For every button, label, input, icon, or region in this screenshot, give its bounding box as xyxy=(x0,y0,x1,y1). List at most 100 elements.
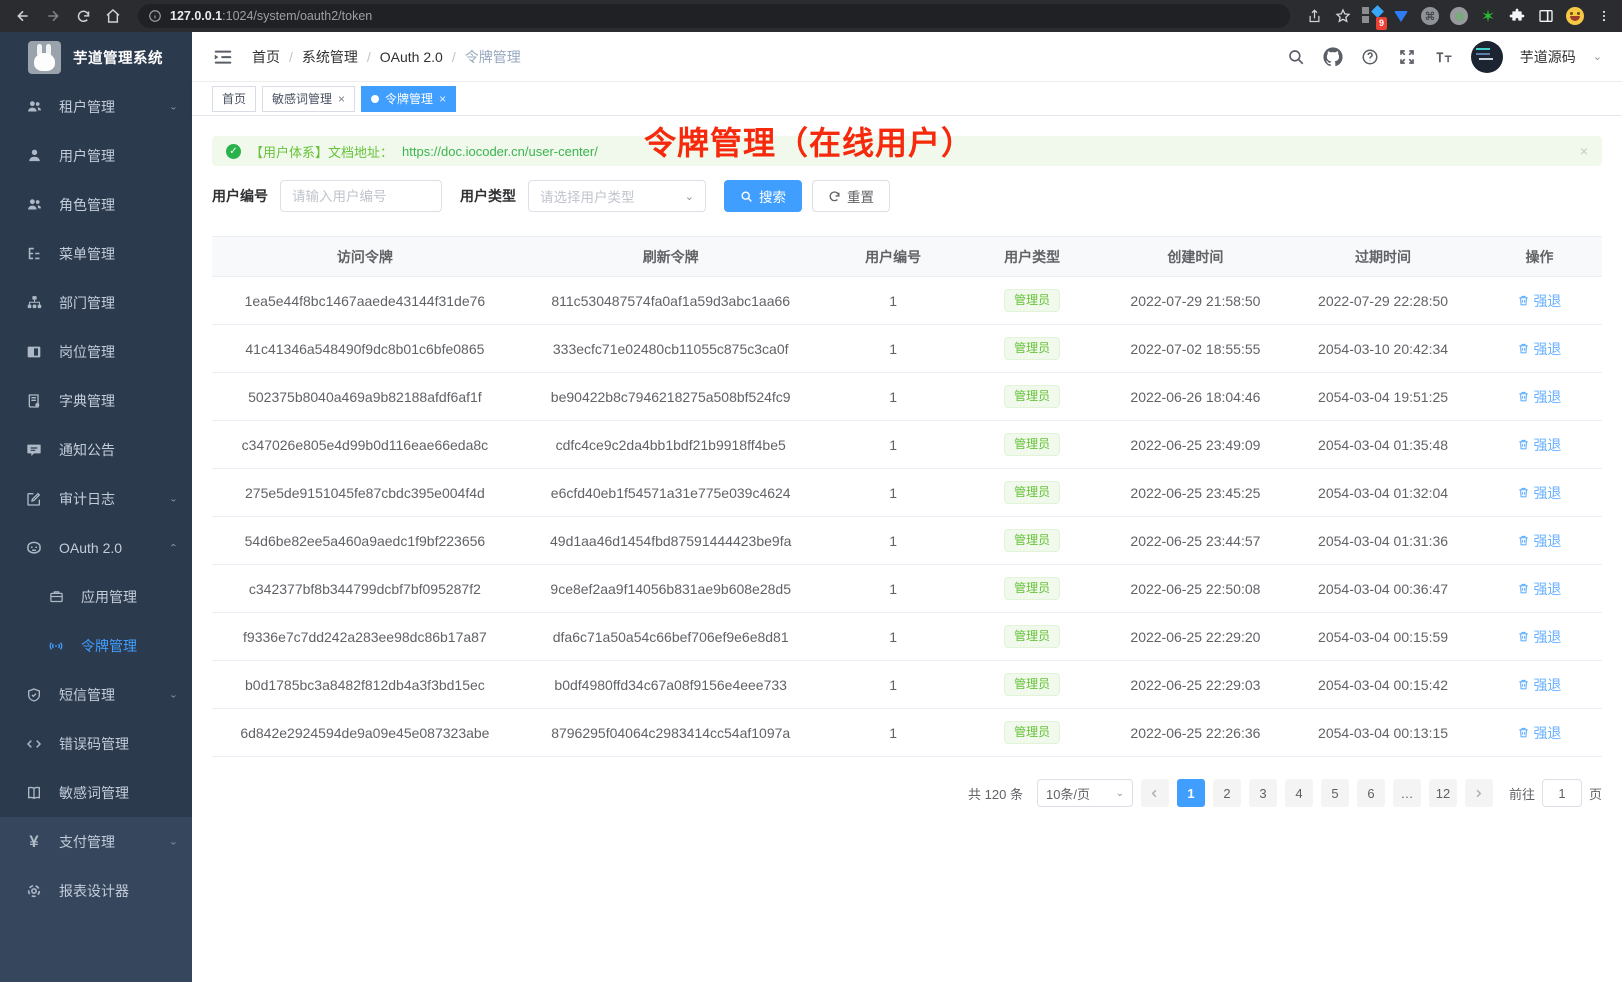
page-button-12[interactable]: 12 xyxy=(1428,779,1457,807)
browser-forward-icon[interactable] xyxy=(40,3,66,29)
fullscreen-icon[interactable] xyxy=(1397,47,1417,67)
page-button-5[interactable]: 5 xyxy=(1320,779,1349,807)
user-type-badge: 管理员 xyxy=(1004,673,1061,696)
breadcrumb-system[interactable]: 系统管理 xyxy=(301,48,358,65)
goto-page-input[interactable] xyxy=(1541,779,1582,807)
help-icon[interactable] xyxy=(1360,47,1380,67)
browser-address-bar[interactable]: 127.0.0.1:1024/system/oauth2/token xyxy=(138,4,1290,28)
force-logout-button[interactable]: 强退 xyxy=(1517,339,1561,359)
users-icon xyxy=(25,98,43,116)
page-button-4[interactable]: 4 xyxy=(1284,779,1313,807)
sidebar-item-sms[interactable]: 短信管理 ⌄ xyxy=(0,670,192,719)
user-id-input[interactable] xyxy=(280,180,442,212)
chevron-down-icon: ⌄ xyxy=(168,102,178,112)
force-logout-button[interactable]: 强退 xyxy=(1517,483,1561,503)
active-dot xyxy=(371,94,380,103)
force-logout-button[interactable]: 强退 xyxy=(1517,387,1561,407)
message-icon xyxy=(25,441,43,459)
force-logout-button[interactable]: 强退 xyxy=(1517,675,1561,695)
share-icon[interactable] xyxy=(1304,6,1324,26)
signal-token-icon xyxy=(47,637,65,655)
sidebar-item-notice[interactable]: 通知公告 xyxy=(0,425,192,474)
sidebar-item-menu[interactable]: 菜单管理 xyxy=(0,229,192,278)
breadcrumb-oauth[interactable]: OAuth 2.0 xyxy=(379,48,443,65)
table-header-row: 访问令牌 刷新令牌 用户编号 用户类型 创建时间 过期时间 操作 xyxy=(212,236,1602,277)
extension-cluster-icon[interactable]: 9 xyxy=(1362,5,1387,30)
page-ellipsis[interactable]: … xyxy=(1392,779,1421,807)
browser-reload-icon[interactable] xyxy=(70,3,96,29)
site-info-icon[interactable] xyxy=(148,9,162,23)
force-logout-button[interactable]: 强退 xyxy=(1517,531,1561,551)
user-id-cell: 1 xyxy=(823,276,963,325)
force-logout-button[interactable]: 强退 xyxy=(1517,579,1561,599)
sidebar-item-errcode[interactable]: 错误码管理 xyxy=(0,719,192,768)
collapse-sidebar-icon[interactable] xyxy=(212,46,234,68)
tab-home[interactable]: 首页 xyxy=(212,85,257,112)
user-type-select[interactable]: 请选择用户类型 ⌄ xyxy=(528,180,706,212)
breadcrumb-home[interactable]: 首页 xyxy=(252,48,280,65)
page-button-6[interactable]: 6 xyxy=(1356,779,1385,807)
reset-button[interactable]: 重置 xyxy=(812,180,890,212)
user-icon xyxy=(25,147,43,165)
shield-icon xyxy=(25,686,43,704)
search-button[interactable]: 搜索 xyxy=(724,180,802,212)
sidebar-item-dept[interactable]: 部门管理 xyxy=(0,278,192,327)
font-size-icon[interactable] xyxy=(1434,47,1454,67)
page-button-3[interactable]: 3 xyxy=(1248,779,1277,807)
sidebar-item-dict[interactable]: 字典管理 xyxy=(0,376,192,425)
star-extension-icon[interactable]: ✶ xyxy=(1480,6,1496,26)
access-token-cell: 1ea5e44f8bc1467aaede43144f31de76 xyxy=(212,276,518,325)
page-button-1[interactable]: 1 xyxy=(1176,779,1205,807)
sidebar-item-pay[interactable]: ¥ 支付管理 ⌄ xyxy=(0,817,192,866)
force-logout-button[interactable]: 强退 xyxy=(1517,291,1561,311)
search-icon[interactable] xyxy=(1286,47,1306,67)
sidebar-item-role[interactable]: 角色管理 xyxy=(0,180,192,229)
chevron-up-icon: ⌃ xyxy=(168,543,178,553)
user-id-cell: 1 xyxy=(823,660,963,709)
access-token-cell: 54d6be82ee5a460a9aedc1f9bf223656 xyxy=(212,516,518,565)
tab-token-management[interactable]: 令牌管理 × xyxy=(361,85,457,112)
github-icon[interactable] xyxy=(1323,46,1343,67)
sidebar-item-audit-log[interactable]: 审计日志 ⌄ xyxy=(0,474,192,523)
user-avatar[interactable] xyxy=(1470,40,1503,73)
sidebar-item-post[interactable]: 岗位管理 xyxy=(0,327,192,376)
prev-page-button[interactable] xyxy=(1140,779,1169,807)
caret-down-icon[interactable]: ⌄ xyxy=(1592,51,1602,63)
recorder-extension-icon[interactable] xyxy=(1449,6,1469,26)
alert-close-icon[interactable]: × xyxy=(1579,143,1588,159)
browser-menu-icon[interactable] xyxy=(1594,6,1614,26)
expire-time-cell: 2054-03-04 00:15:42 xyxy=(1289,660,1477,709)
sidebar-item-tenant[interactable]: 租户管理 ⌄ xyxy=(0,82,192,131)
bookmark-star-icon[interactable] xyxy=(1333,6,1353,26)
page-size-select[interactable]: 10条/页 ⌄ xyxy=(1036,779,1133,807)
profile-avatar-icon[interactable] xyxy=(1565,6,1585,26)
close-icon[interactable]: × xyxy=(439,91,447,106)
sidebar-item-oauth2[interactable]: OAuth 2.0 ⌃ xyxy=(0,523,192,572)
next-page-button[interactable] xyxy=(1464,779,1493,807)
force-logout-button[interactable]: 强退 xyxy=(1517,627,1561,647)
tab-sensitive-words[interactable]: 敏感词管理 × xyxy=(262,85,356,112)
command-extension-icon[interactable]: ⌘ xyxy=(1420,6,1440,26)
actions-cell: 强退 xyxy=(1476,708,1602,757)
side-panel-icon[interactable] xyxy=(1536,6,1556,26)
puzzle-extensions-icon[interactable] xyxy=(1507,6,1527,26)
page-button-2[interactable]: 2 xyxy=(1212,779,1241,807)
close-icon[interactable]: × xyxy=(338,91,346,106)
force-logout-button[interactable]: 强退 xyxy=(1517,723,1561,743)
browser-home-icon[interactable] xyxy=(100,3,126,29)
sidebar-item-user[interactable]: 用户管理 xyxy=(0,131,192,180)
force-logout-button[interactable]: 强退 xyxy=(1517,435,1561,455)
browser-back-icon[interactable] xyxy=(10,3,36,29)
sidebar-item-oauth-token[interactable]: 令牌管理 xyxy=(0,621,192,670)
gem-extension-icon[interactable] xyxy=(1391,6,1411,26)
user-name[interactable]: 芋道源码 xyxy=(1519,48,1576,65)
sidebar-item-report-designer[interactable]: 报表设计器 xyxy=(0,866,192,915)
actions-cell: 强退 xyxy=(1476,276,1602,325)
filter-bar: 用户编号 用户类型 请选择用户类型 ⌄ 搜索 重置 xyxy=(212,180,1602,212)
app-logo-row[interactable]: 芋道管理系统 xyxy=(0,32,192,82)
sidebar-item-sensitive[interactable]: 敏感词管理 xyxy=(0,768,192,817)
actions-cell: 强退 xyxy=(1476,516,1602,565)
alert-link[interactable]: https://doc.iocoder.cn/user-center/ xyxy=(402,143,598,159)
sidebar-item-oauth-app[interactable]: 应用管理 xyxy=(0,572,192,621)
alert-text: 【用户体系】文档地址： xyxy=(250,144,394,160)
